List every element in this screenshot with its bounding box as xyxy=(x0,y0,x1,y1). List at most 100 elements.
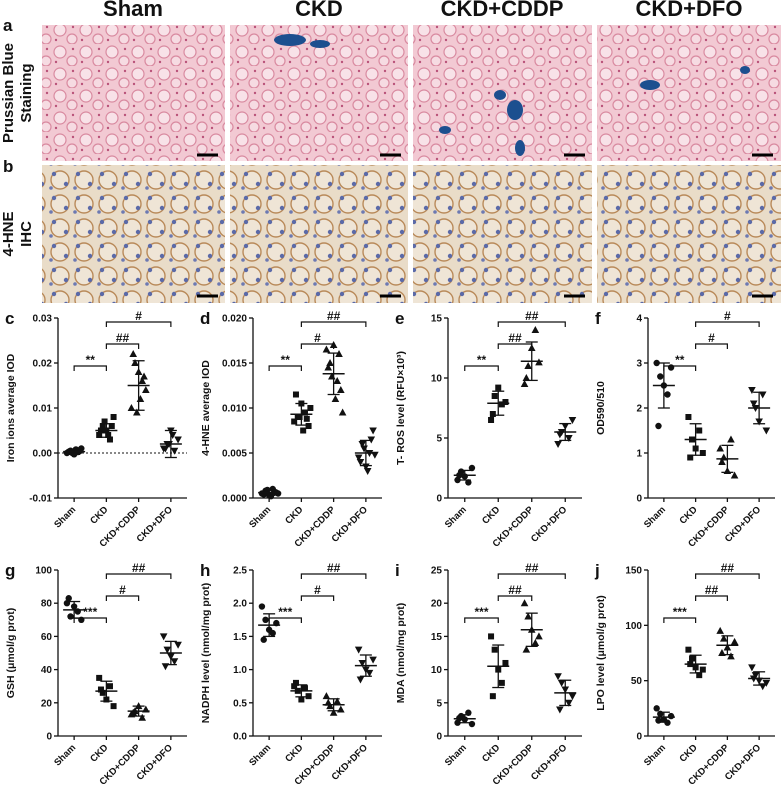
y-tick-label: 0.015 xyxy=(222,359,247,370)
y-tick-label: 25 xyxy=(431,566,443,577)
data-point xyxy=(136,395,145,402)
panel-letter: h xyxy=(200,561,210,580)
data-point xyxy=(502,659,509,666)
data-point xyxy=(369,656,377,664)
y-tick-label: 150 xyxy=(625,566,642,577)
y-tick-label: 0.03 xyxy=(33,314,53,325)
significance-bracket xyxy=(300,343,335,349)
y-tick-label: 4 xyxy=(636,314,642,325)
data-point xyxy=(719,634,728,642)
panel-letter: e xyxy=(395,309,404,328)
data-point xyxy=(730,471,739,479)
y-tick-label: 0 xyxy=(636,732,642,743)
chart: h NADPH level (nmol/mg prot) 0.0 0.5 1.0 1.5 2… xyxy=(200,561,382,788)
x-tick-label: CKD+DFO xyxy=(529,742,569,782)
column-header: Sham xyxy=(103,0,163,21)
significance-bracket xyxy=(105,595,140,601)
panel-letter: j xyxy=(594,561,600,580)
significance-bracket xyxy=(105,343,140,349)
panel-letter: b xyxy=(3,157,13,176)
y-tick-label: 5 xyxy=(436,698,442,709)
data-point xyxy=(522,374,531,381)
data-point xyxy=(354,646,363,654)
panel-letter: g xyxy=(5,561,15,580)
data-point xyxy=(106,436,113,443)
data-point xyxy=(557,679,566,687)
significance-label: ## xyxy=(705,583,719,597)
data-point xyxy=(491,646,498,653)
significance-label: # xyxy=(724,309,731,323)
y-tick-label: 15 xyxy=(431,632,443,643)
data-point xyxy=(307,405,314,411)
data-point xyxy=(274,490,282,497)
data-point xyxy=(133,408,141,416)
data-point xyxy=(291,418,298,425)
data-point xyxy=(127,404,136,411)
data-point xyxy=(554,673,562,681)
column-header: CKD+CDDP xyxy=(441,0,564,21)
data-point xyxy=(653,705,660,712)
data-point xyxy=(333,697,342,705)
significance-label: *** xyxy=(474,605,488,619)
chart: e T- ROS level (RFU×10³) 0 5 10 15 Sham CKD CKD+… xyxy=(395,309,582,550)
data-point xyxy=(337,386,345,393)
data-point xyxy=(685,646,692,653)
iron-deposits xyxy=(274,34,750,156)
data-point xyxy=(305,423,312,429)
y-tick-label: -0.01 xyxy=(29,494,52,505)
y-tick-label: 15 xyxy=(431,314,443,325)
data-point xyxy=(322,692,331,700)
y-tick-label: 1 xyxy=(636,449,642,460)
x-tick-label: CKD+DFO xyxy=(529,504,569,544)
significance-label: ## xyxy=(525,561,539,575)
y-axis-label: GSH (μmol/g prot) xyxy=(5,608,17,698)
x-tick-label: CKD xyxy=(677,504,699,526)
data-point xyxy=(749,400,758,408)
significance-bracket xyxy=(300,595,335,601)
data-point xyxy=(468,464,476,472)
data-point xyxy=(369,427,377,435)
y-tick-label: 0.010 xyxy=(222,404,247,415)
row-label: IHC xyxy=(18,221,35,247)
significance-bracket xyxy=(300,321,367,327)
data-point xyxy=(699,666,706,673)
panel-letter: f xyxy=(595,309,601,328)
data-point xyxy=(762,427,771,435)
data-point xyxy=(468,720,476,728)
data-point xyxy=(106,683,113,690)
data-point xyxy=(531,326,540,333)
y-tick-label: 0.02 xyxy=(33,359,53,370)
data-point xyxy=(296,414,303,420)
data-point xyxy=(110,414,117,420)
data-point xyxy=(554,441,562,448)
data-point xyxy=(292,391,299,398)
data-point xyxy=(333,377,342,384)
significance-bracket xyxy=(73,365,107,371)
y-tick-label: 0 xyxy=(46,732,52,743)
data-point xyxy=(322,345,331,353)
data-point xyxy=(140,372,148,380)
significance-bracket xyxy=(268,617,302,623)
data-point xyxy=(159,633,168,641)
data-point xyxy=(696,672,703,679)
data-point xyxy=(142,386,150,393)
data-point xyxy=(358,659,367,667)
significance-label: # xyxy=(314,331,321,345)
data-point xyxy=(174,436,182,444)
data-point xyxy=(301,685,308,692)
data-point xyxy=(748,664,756,672)
data-point xyxy=(716,626,724,634)
significance-label: ## xyxy=(327,309,341,323)
data-point xyxy=(520,380,529,387)
significance-label: ## xyxy=(116,331,130,345)
chart: c Iron ions average IOD -0.01 0.00 0.01 0.02 0… xyxy=(5,309,187,550)
y-axis-label: Iron ions average IOD xyxy=(5,353,17,462)
data-point xyxy=(465,479,472,486)
panel-letter: i xyxy=(395,561,400,580)
data-point xyxy=(565,699,573,707)
data-point xyxy=(138,713,147,721)
data-point xyxy=(99,423,106,429)
significance-label: ## xyxy=(508,583,522,597)
y-tick-label: 1.5 xyxy=(233,632,247,643)
